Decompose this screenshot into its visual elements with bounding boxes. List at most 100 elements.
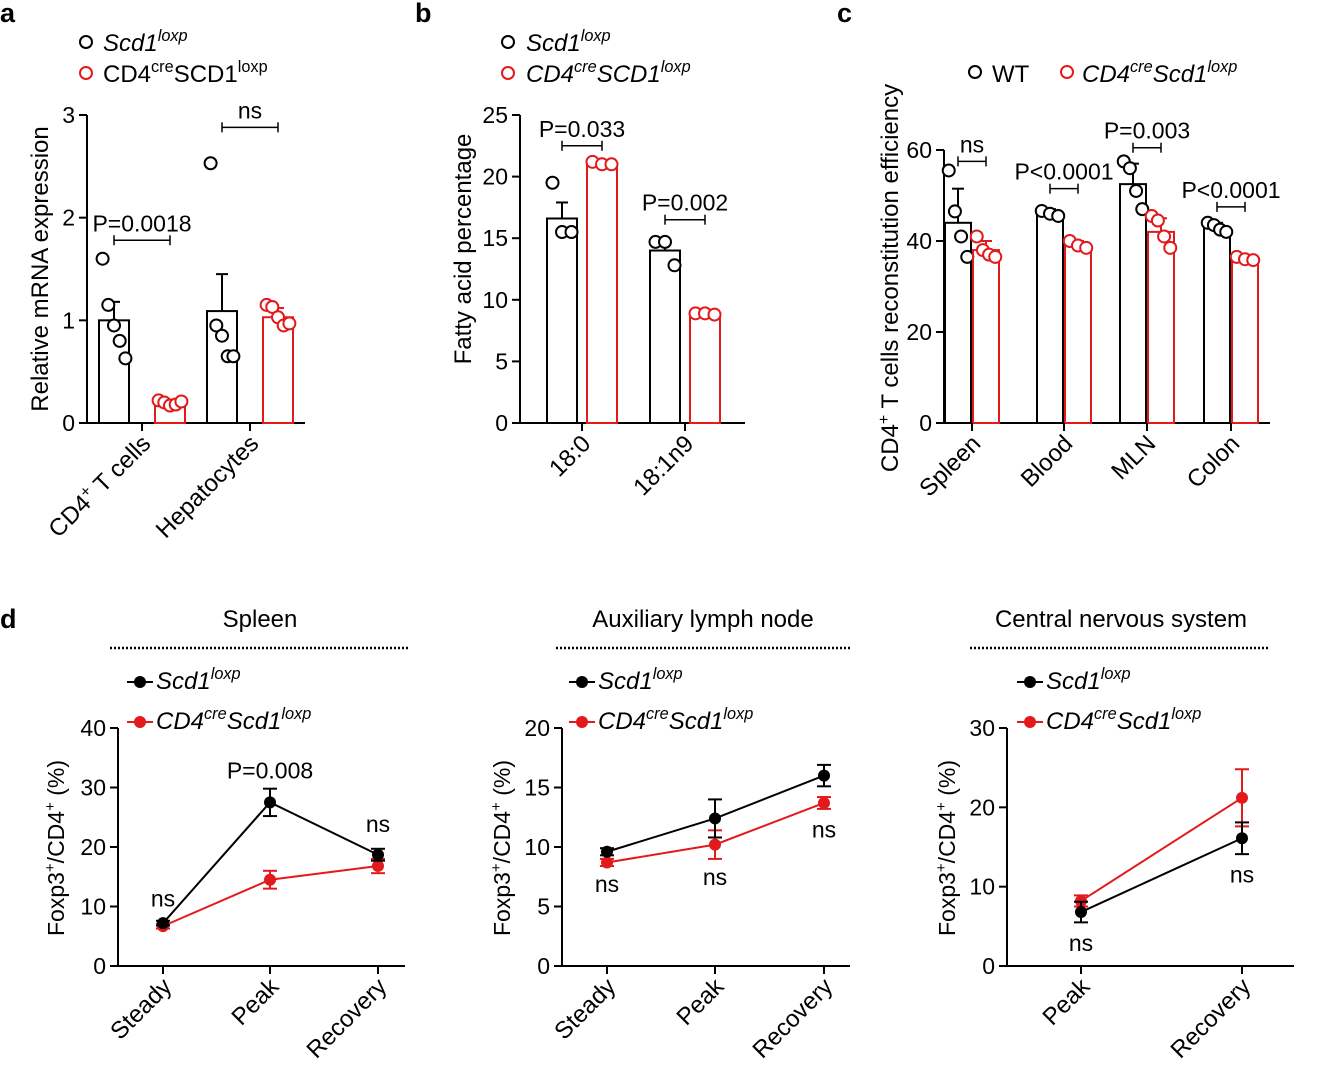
legend-label: CD4creScd1loxp (156, 705, 311, 735)
data-point (601, 845, 613, 858)
y-tick-label: 10 (482, 287, 508, 313)
ylabel-sup: + (933, 863, 950, 872)
chart-title: Central nervous system (995, 606, 1247, 633)
y-axis-label: Relative mRNA expression (27, 126, 54, 411)
legend-sup: cre (646, 705, 669, 723)
data-point (1079, 240, 1094, 255)
y-tick-label: 20 (524, 715, 550, 741)
y-tick-label: 3 (62, 102, 75, 128)
series-line (1080, 796, 1243, 902)
x-tick-label: 18:1n9 (628, 430, 699, 501)
y-tick-label: 15 (524, 775, 550, 801)
data-point (1135, 202, 1150, 217)
y-tick-label: 5 (537, 894, 550, 920)
data-point (1150, 213, 1165, 228)
bar (1203, 226, 1231, 424)
chart-title: Auxiliary lymph node (592, 606, 813, 633)
data-point (954, 229, 969, 244)
ylabel-sup: + (488, 802, 505, 811)
legend-name: Scd1 (103, 30, 158, 57)
data-point (707, 307, 722, 322)
x-tick-label: Hepatocytes (151, 430, 264, 543)
significance-label: P=0.033 (539, 116, 625, 142)
significance-label: ns (812, 816, 836, 842)
ylabel-part: /CD4 (489, 811, 515, 864)
legend-label: CD4creScd1loxp (598, 705, 753, 735)
legend-sup: loxp (581, 27, 611, 45)
bar (1231, 258, 1259, 425)
data-point (818, 796, 830, 809)
legend-label: Scd1loxp (598, 665, 683, 695)
y-tick-label: 5 (495, 348, 508, 374)
bar (262, 316, 294, 424)
legend-label: Scd1loxp (1046, 665, 1131, 695)
x-tick-label: Recovery (301, 973, 392, 1064)
data-point (941, 163, 956, 178)
data-point (1122, 161, 1137, 176)
panel-letter-b: b (415, 0, 432, 28)
y-tick-label: 20 (80, 834, 106, 860)
legend-name2: Scd1 (227, 708, 282, 735)
significance-label: P<0.0001 (1014, 159, 1113, 185)
legend-label: Scd1loxp (526, 27, 611, 57)
data-point (709, 812, 721, 825)
y-tick-label: 10 (524, 834, 550, 860)
ylabel-sup: + (876, 415, 893, 424)
legend-label: CD4creScd1loxp (1046, 705, 1201, 735)
legend-marker (501, 66, 515, 80)
data-point (1163, 240, 1178, 255)
legend-marker (1024, 716, 1036, 728)
y-tick-label: 1 (62, 307, 75, 333)
data-point (1051, 208, 1066, 223)
panel-letter-d: d (0, 604, 17, 634)
legend-name: CD4 (156, 708, 204, 735)
y-axis-label: Foxp3+/CD4+ (%) (488, 760, 515, 936)
x-tick-label: Blood (1016, 430, 1079, 493)
data-point (157, 917, 169, 930)
significance-label: P<0.0001 (1181, 177, 1280, 203)
ylabel-part: /CD4 (43, 811, 69, 864)
y-tick-label: 10 (80, 894, 106, 920)
data-point (372, 848, 384, 861)
data-point (203, 156, 218, 171)
legend-name2: SCD1 (174, 61, 238, 88)
ylabel-part: CD4 (877, 424, 904, 472)
panel-letter-c: c (837, 0, 852, 28)
ylabel-part: Foxp3 (489, 872, 515, 936)
legend-name: CD4 (526, 61, 574, 88)
significance-label: ns (366, 811, 390, 837)
ylabel-part: (%) (43, 760, 69, 802)
significance-label: ns (595, 871, 619, 897)
legend-label: Scd1loxp (103, 27, 188, 57)
data-point (601, 856, 613, 869)
y-tick-label: 40 (80, 715, 106, 741)
legend-name: CD4 (103, 61, 151, 88)
y-tick-label: 0 (62, 410, 75, 436)
significance-label: P=0.002 (642, 190, 728, 216)
data-point (1236, 832, 1248, 845)
legend-name: Scd1 (598, 668, 653, 695)
x-tick-label: 18:0 (544, 430, 596, 482)
y-tick-label: 20 (482, 164, 508, 190)
y-tick-label: 40 (906, 228, 932, 254)
x-tick-label: Colon (1182, 430, 1245, 493)
legend-marker (1060, 65, 1074, 79)
legend-sup2: loxp (1171, 705, 1201, 723)
significance-label: P=0.0018 (92, 210, 191, 236)
panel-letter-a: a (0, 0, 16, 28)
x-tick-label: Steady (549, 973, 621, 1045)
data-point (988, 249, 1003, 264)
legend-marker (79, 35, 93, 49)
data-point (226, 349, 241, 364)
legend-marker (968, 65, 982, 79)
chart-title: Spleen (223, 606, 298, 633)
legend-marker (1024, 676, 1036, 688)
y-tick-label: 30 (969, 715, 995, 741)
legend-sup2: loxp (723, 705, 753, 723)
x-tick-label: MLN (1106, 430, 1161, 485)
data-point (947, 204, 962, 219)
legend-name: Scd1 (156, 668, 211, 695)
